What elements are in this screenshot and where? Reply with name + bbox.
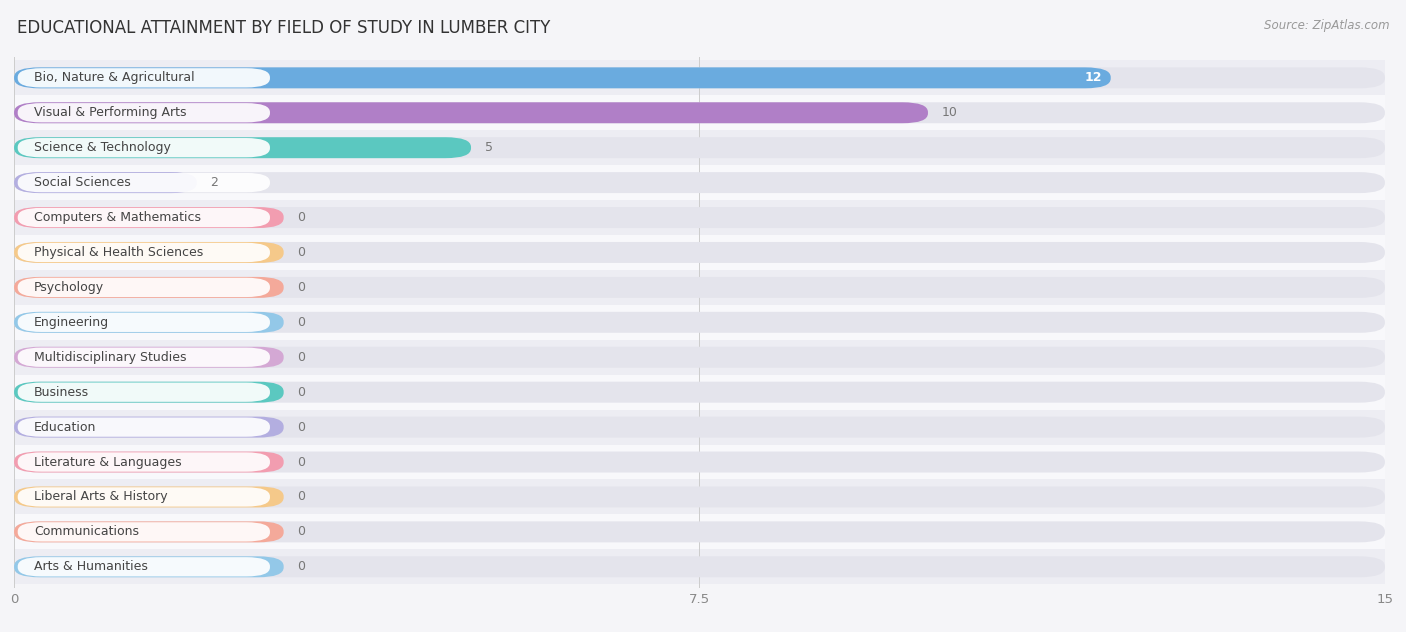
FancyBboxPatch shape	[14, 68, 1385, 88]
FancyBboxPatch shape	[14, 451, 284, 473]
Text: Education: Education	[34, 421, 97, 434]
Text: Liberal Arts & History: Liberal Arts & History	[34, 490, 167, 504]
FancyBboxPatch shape	[14, 451, 1385, 473]
FancyBboxPatch shape	[18, 173, 270, 192]
FancyBboxPatch shape	[14, 242, 284, 263]
FancyBboxPatch shape	[14, 137, 471, 158]
FancyBboxPatch shape	[14, 277, 284, 298]
Text: Social Sciences: Social Sciences	[34, 176, 131, 189]
FancyBboxPatch shape	[14, 102, 1385, 123]
Text: 0: 0	[298, 281, 305, 294]
Text: 0: 0	[298, 525, 305, 538]
Text: 12: 12	[1084, 71, 1102, 84]
Text: Physical & Health Sciences: Physical & Health Sciences	[34, 246, 204, 259]
FancyBboxPatch shape	[14, 137, 1385, 158]
FancyBboxPatch shape	[18, 208, 270, 227]
Text: Literature & Languages: Literature & Languages	[34, 456, 181, 468]
Text: EDUCATIONAL ATTAINMENT BY FIELD OF STUDY IN LUMBER CITY: EDUCATIONAL ATTAINMENT BY FIELD OF STUDY…	[17, 19, 550, 37]
Text: Computers & Mathematics: Computers & Mathematics	[34, 211, 201, 224]
Text: 10: 10	[942, 106, 957, 119]
Bar	[14, 444, 1385, 480]
Text: 0: 0	[298, 246, 305, 259]
FancyBboxPatch shape	[18, 487, 270, 507]
Bar	[14, 165, 1385, 200]
FancyBboxPatch shape	[14, 68, 1111, 88]
Text: 0: 0	[298, 386, 305, 399]
FancyBboxPatch shape	[14, 207, 1385, 228]
Text: Psychology: Psychology	[34, 281, 104, 294]
Text: 0: 0	[298, 351, 305, 364]
Bar	[14, 340, 1385, 375]
Bar	[14, 549, 1385, 584]
Text: Engineering: Engineering	[34, 316, 110, 329]
Bar	[14, 61, 1385, 95]
FancyBboxPatch shape	[18, 313, 270, 332]
FancyBboxPatch shape	[14, 382, 284, 403]
Text: Business: Business	[34, 386, 90, 399]
FancyBboxPatch shape	[14, 416, 1385, 437]
FancyBboxPatch shape	[18, 103, 270, 123]
FancyBboxPatch shape	[14, 347, 1385, 368]
Text: 0: 0	[298, 490, 305, 504]
FancyBboxPatch shape	[14, 487, 284, 507]
FancyBboxPatch shape	[14, 312, 284, 333]
FancyBboxPatch shape	[14, 172, 197, 193]
FancyBboxPatch shape	[14, 347, 284, 368]
FancyBboxPatch shape	[18, 243, 270, 262]
Bar	[14, 200, 1385, 235]
FancyBboxPatch shape	[14, 312, 1385, 333]
FancyBboxPatch shape	[14, 382, 1385, 403]
FancyBboxPatch shape	[14, 207, 284, 228]
FancyBboxPatch shape	[14, 521, 1385, 542]
FancyBboxPatch shape	[14, 416, 284, 437]
Bar	[14, 130, 1385, 165]
Text: 5: 5	[485, 141, 492, 154]
Text: Science & Technology: Science & Technology	[34, 141, 172, 154]
Text: 0: 0	[298, 456, 305, 468]
Bar	[14, 410, 1385, 444]
Text: Visual & Performing Arts: Visual & Performing Arts	[34, 106, 187, 119]
FancyBboxPatch shape	[18, 277, 270, 297]
Text: 2: 2	[211, 176, 218, 189]
Bar	[14, 480, 1385, 514]
FancyBboxPatch shape	[14, 172, 1385, 193]
FancyBboxPatch shape	[18, 522, 270, 542]
FancyBboxPatch shape	[18, 68, 270, 87]
FancyBboxPatch shape	[14, 102, 928, 123]
FancyBboxPatch shape	[14, 487, 1385, 507]
FancyBboxPatch shape	[18, 382, 270, 402]
Text: Arts & Humanities: Arts & Humanities	[34, 561, 148, 573]
FancyBboxPatch shape	[18, 557, 270, 576]
Bar	[14, 270, 1385, 305]
Text: Communications: Communications	[34, 525, 139, 538]
Text: 0: 0	[298, 561, 305, 573]
FancyBboxPatch shape	[18, 138, 270, 157]
Bar	[14, 95, 1385, 130]
Bar	[14, 305, 1385, 340]
FancyBboxPatch shape	[18, 348, 270, 367]
Bar	[14, 235, 1385, 270]
FancyBboxPatch shape	[14, 521, 284, 542]
FancyBboxPatch shape	[18, 418, 270, 437]
FancyBboxPatch shape	[14, 556, 1385, 577]
FancyBboxPatch shape	[14, 242, 1385, 263]
Text: Bio, Nature & Agricultural: Bio, Nature & Agricultural	[34, 71, 195, 84]
Bar	[14, 375, 1385, 410]
Text: Source: ZipAtlas.com: Source: ZipAtlas.com	[1264, 19, 1389, 32]
Text: 0: 0	[298, 316, 305, 329]
Text: Multidisciplinary Studies: Multidisciplinary Studies	[34, 351, 187, 364]
Text: 0: 0	[298, 421, 305, 434]
Bar	[14, 514, 1385, 549]
Text: 0: 0	[298, 211, 305, 224]
FancyBboxPatch shape	[14, 277, 1385, 298]
FancyBboxPatch shape	[14, 556, 284, 577]
FancyBboxPatch shape	[18, 453, 270, 471]
